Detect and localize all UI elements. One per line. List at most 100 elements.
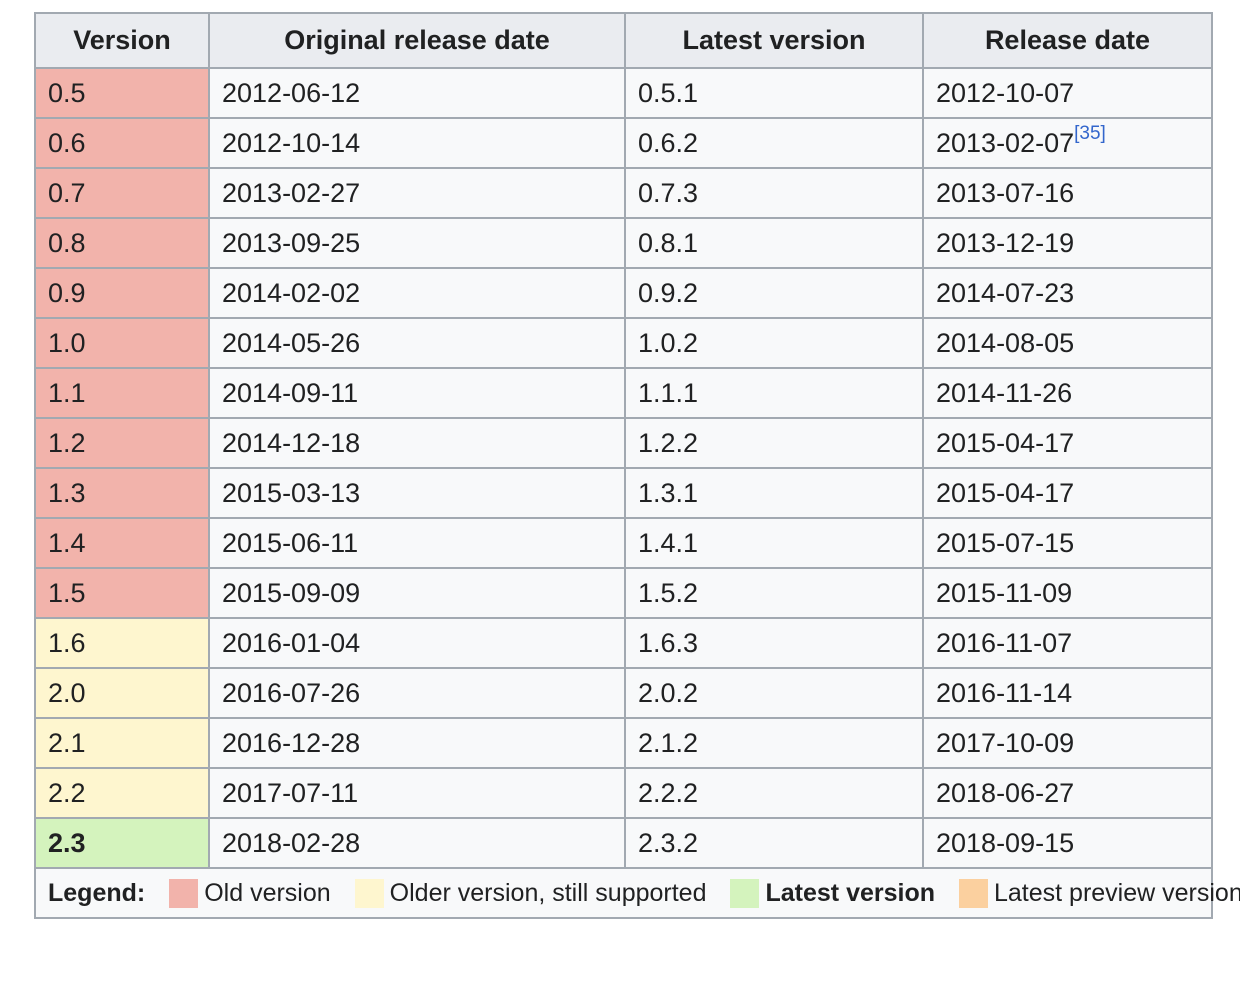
release-date-text: 2013-12-19 [936, 227, 1075, 258]
table-row: 1.2 2014-12-18 1.2.2 2015-04-17 [34, 417, 1213, 469]
reference-link[interactable]: [35] [1074, 122, 1106, 144]
release-date-text: 2015-07-15 [936, 527, 1075, 558]
table-header-row: Version Original release date Latest ver… [34, 12, 1213, 69]
version-cell: 2.0 [34, 667, 210, 719]
release-date-cell: 2014-07-23 [922, 267, 1213, 319]
release-date-cell: 2015-04-17 [922, 467, 1213, 519]
table-row: 0.6 2012-10-14 0.6.2 2013-02-07[35] [34, 117, 1213, 169]
column-header-version: Version [34, 12, 210, 69]
original-release-date-cell: 2016-12-28 [208, 717, 626, 769]
version-cell: 2.1 [34, 717, 210, 769]
version-cell: 1.6 [34, 617, 210, 669]
table-row: 0.8 2013-09-25 0.8.1 2013-12-19 [34, 217, 1213, 269]
release-date-text: 2013-02-07 [936, 127, 1075, 158]
original-release-date-cell: 2017-07-11 [208, 767, 626, 819]
latest-version-cell: 2.0.2 [624, 667, 924, 719]
legend-swatch [730, 878, 760, 908]
table-body: 0.5 2012-06-12 0.5.1 2012-10-07 0.6 2012-10-1… [34, 67, 1213, 869]
original-release-date-cell: 2015-06-11 [208, 517, 626, 569]
latest-version-cell: 1.4.1 [624, 517, 924, 569]
version-cell: 0.6 [34, 117, 210, 169]
version-cell: 2.2 [34, 767, 210, 819]
table-row: 0.9 2014-02-02 0.9.2 2014-07-23 [34, 267, 1213, 319]
table-row: 0.5 2012-06-12 0.5.1 2012-10-07 [34, 67, 1213, 119]
version-cell: 1.2 [34, 417, 210, 469]
version-cell: 1.1 [34, 367, 210, 419]
release-date-cell: 2015-04-17 [922, 417, 1213, 469]
release-date-text: 2018-06-27 [936, 777, 1075, 808]
legend-swatch [354, 878, 384, 908]
version-cell: 0.7 [34, 167, 210, 219]
table-row: 2.3 2018-02-28 2.3.2 2018-09-15 [34, 817, 1213, 869]
version-cell: 1.0 [34, 317, 210, 369]
legend-item-preview: Latest preview version [959, 878, 1240, 908]
release-date-cell: 2015-07-15 [922, 517, 1213, 569]
latest-version-cell: 2.1.2 [624, 717, 924, 769]
table-row: 2.0 2016-07-26 2.0.2 2016-11-14 [34, 667, 1213, 719]
latest-version-cell: 1.5.2 [624, 567, 924, 619]
version-history-table-container: Version Original release date Latest ver… [34, 12, 1240, 919]
table-row: 1.5 2015-09-09 1.5.2 2015-11-09 [34, 567, 1213, 619]
table-row: 1.4 2015-06-11 1.4.1 2015-07-15 [34, 517, 1213, 569]
release-date-cell: 2013-12-19 [922, 217, 1213, 269]
table-row: 1.6 2016-01-04 1.6.3 2016-11-07 [34, 617, 1213, 669]
column-header-latest-version: Latest version [624, 12, 924, 69]
release-date-cell: 2013-07-16 [922, 167, 1213, 219]
release-date-cell: 2018-09-15 [922, 817, 1213, 869]
release-date-text: 2015-04-17 [936, 427, 1075, 458]
latest-version-cell: 1.0.2 [624, 317, 924, 369]
version-cell: 0.5 [34, 67, 210, 119]
column-header-original-release-date: Original release date [208, 12, 626, 69]
original-release-date-cell: 2014-12-18 [208, 417, 626, 469]
original-release-date-cell: 2014-02-02 [208, 267, 626, 319]
original-release-date-cell: 2013-09-25 [208, 217, 626, 269]
latest-version-cell: 2.2.2 [624, 767, 924, 819]
latest-version-cell: 2.3.2 [624, 817, 924, 869]
release-date-text: 2015-04-17 [936, 477, 1075, 508]
release-date-cell: 2017-10-09 [922, 717, 1213, 769]
column-header-release-date: Release date [922, 12, 1213, 69]
release-date-cell: 2012-10-07 [922, 67, 1213, 119]
original-release-date-cell: 2014-05-26 [208, 317, 626, 369]
release-date-cell: 2013-02-07[35] [922, 117, 1213, 169]
original-release-date-cell: 2016-01-04 [208, 617, 626, 669]
version-cell: 0.8 [34, 217, 210, 269]
release-date-text: 2012-10-07 [936, 77, 1075, 108]
version-cell: 1.4 [34, 517, 210, 569]
original-release-date-cell: 2018-02-28 [208, 817, 626, 869]
release-date-text: 2018-09-15 [936, 827, 1075, 858]
table-row: 0.7 2013-02-27 0.7.3 2013-07-16 [34, 167, 1213, 219]
original-release-date-cell: 2012-10-14 [208, 117, 626, 169]
table-row: 2.1 2016-12-28 2.1.2 2017-10-09 [34, 717, 1213, 769]
latest-version-cell: 1.1.1 [624, 367, 924, 419]
legend-row: Legend: Old version Older version, still … [34, 867, 1240, 919]
latest-version-cell: 0.8.1 [624, 217, 924, 269]
release-date-text: 2013-07-16 [936, 177, 1075, 208]
release-date-text: 2014-08-05 [936, 327, 1075, 358]
release-date-text: 2016-11-14 [936, 677, 1073, 708]
legend-title: Legend: [48, 878, 146, 907]
legend-swatch [169, 878, 199, 908]
release-date-cell: 2018-06-27 [922, 767, 1213, 819]
version-history-table: Version Original release date Latest ver… [34, 12, 1240, 919]
latest-version-cell: 1.2.2 [624, 417, 924, 469]
latest-version-cell: 0.9.2 [624, 267, 924, 319]
release-date-text: 2016-11-07 [936, 627, 1073, 658]
release-date-cell: 2014-11-26 [922, 367, 1213, 419]
release-date-text: 2017-10-09 [936, 727, 1075, 758]
version-cell: 1.3 [34, 467, 210, 519]
original-release-date-cell: 2012-06-12 [208, 67, 626, 119]
version-cell: 2.3 [34, 817, 210, 869]
legend: Legend: Old version Older version, still … [34, 867, 1240, 919]
release-date-cell: 2016-11-07 [922, 617, 1213, 669]
legend-item-supported: Older version, still supported [354, 878, 706, 908]
legend-label: Old version [204, 878, 331, 907]
table-row: 2.2 2017-07-11 2.2.2 2018-06-27 [34, 767, 1213, 819]
legend-item-latest: Latest version [730, 878, 935, 908]
version-cell: 1.5 [34, 567, 210, 619]
table-row: 1.3 2015-03-13 1.3.1 2015-04-17 [34, 467, 1213, 519]
legend-label: Latest version [765, 878, 935, 907]
release-date-cell: 2015-11-09 [922, 567, 1213, 619]
original-release-date-cell: 2015-09-09 [208, 567, 626, 619]
latest-version-cell: 0.7.3 [624, 167, 924, 219]
